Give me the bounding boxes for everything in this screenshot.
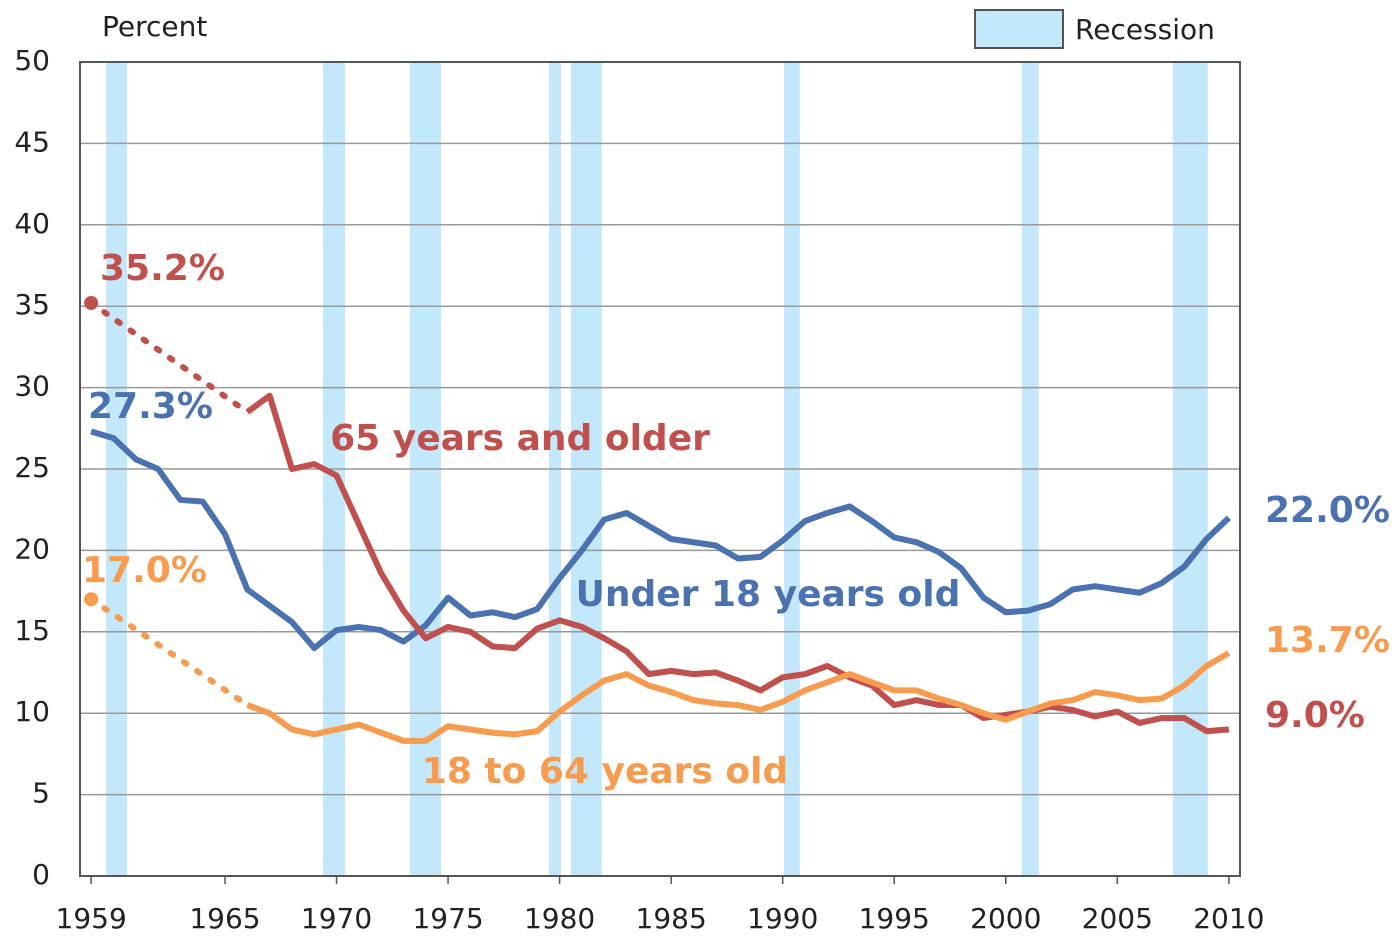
series-line: [90, 428, 1231, 652]
series-label: 65 years and older: [330, 418, 710, 459]
series-line: [246, 650, 1231, 744]
series-label: Under 18 years old: [576, 574, 961, 615]
x-tick-label: 1990: [747, 902, 818, 935]
x-tick-label: 2005: [1082, 902, 1153, 935]
x-tick-label: 1975: [412, 902, 483, 935]
x-tick-label: 1970: [301, 902, 372, 935]
y-tick-label: 40: [14, 207, 50, 240]
x-tick-label: 1980: [524, 902, 595, 935]
gap-connector: [88, 596, 251, 709]
value-label: 13.7%: [1265, 620, 1390, 661]
series-line: [245, 392, 1230, 735]
x-tick-label: 1985: [636, 902, 707, 935]
plot-frame: [79, 61, 1241, 877]
y-tick-label: 10: [14, 695, 50, 728]
y-tick-label: 45: [14, 125, 50, 158]
y-tick-label: 20: [14, 532, 50, 565]
y-tick-label: 15: [14, 614, 50, 647]
y-tick-label: 30: [14, 370, 50, 403]
y-tick-label: 0: [32, 858, 50, 891]
value-label: 27.3%: [88, 386, 213, 427]
y-tick-label: 5: [32, 777, 50, 810]
value-label: 22.0%: [1265, 490, 1390, 531]
y-axis-label: Percent: [102, 10, 207, 43]
value-label: 17.0%: [82, 550, 207, 591]
x-tick-label: 1995: [859, 902, 930, 935]
y-tick-label: 25: [14, 451, 50, 484]
x-tick-label: 1965: [189, 902, 260, 935]
y-tick-label: 35: [14, 288, 50, 321]
x-tick-label: 1959: [56, 902, 127, 935]
value-label: 9.0%: [1265, 695, 1365, 736]
gap-connector: [88, 299, 251, 416]
legend-label: Recession: [1075, 13, 1215, 46]
x-tick-label: 2010: [1193, 902, 1264, 935]
x-tick-label: 2000: [970, 902, 1041, 935]
value-label: 35.2%: [100, 248, 225, 289]
series-label: 18 to 64 years old: [422, 751, 788, 792]
start-marker: [84, 592, 99, 607]
start-marker: [84, 295, 99, 310]
legend-swatch: [974, 9, 1064, 49]
y-tick-label: 50: [14, 44, 50, 77]
